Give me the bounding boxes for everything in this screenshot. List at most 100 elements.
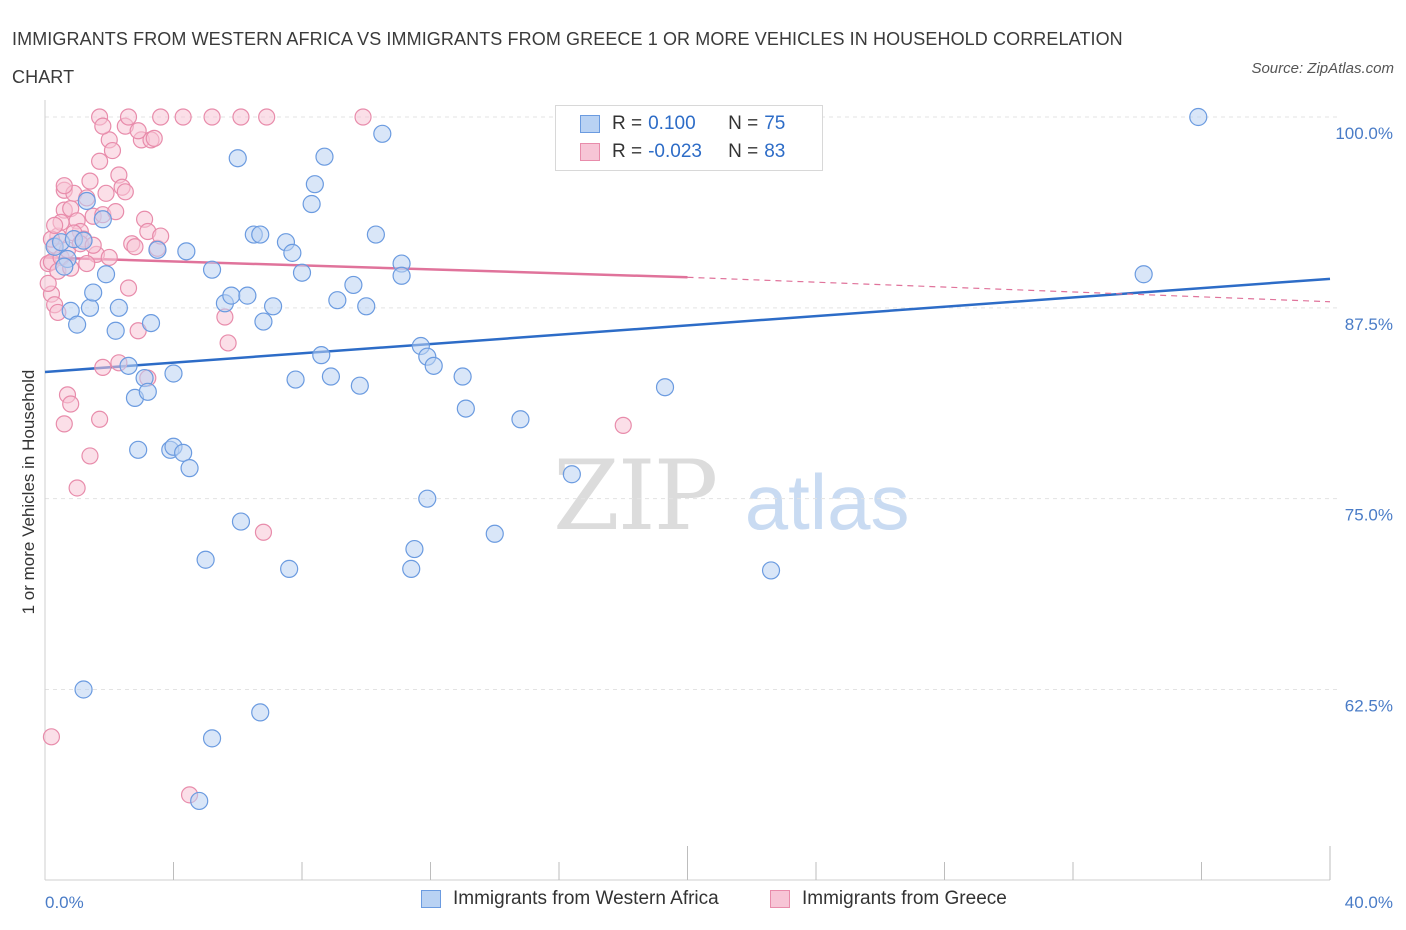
data-point-greece — [254, 523, 273, 541]
data-point-greece — [354, 108, 372, 126]
data-point-western-africa — [228, 149, 247, 168]
series-legend-western-africa[interactable]: Immigrants from Western Africa — [421, 888, 719, 910]
legend-n-value: 75 — [764, 113, 786, 134]
data-point-greece — [94, 358, 112, 376]
x-tick-label-max: 40.0% — [1345, 893, 1393, 912]
data-point-western-africa — [84, 283, 103, 302]
data-point-western-africa — [174, 443, 193, 462]
y-tick-label: 87.5% — [1345, 315, 1393, 334]
data-point-greece — [258, 108, 276, 126]
data-point-western-africa — [180, 459, 199, 478]
data-point-western-africa — [74, 231, 93, 250]
data-point-western-africa — [202, 729, 222, 748]
trend-lines — [44, 256, 1331, 374]
data-point-western-africa — [761, 561, 781, 580]
series-label-greece: Immigrants from Greece — [802, 888, 1007, 909]
data-point-greece — [55, 177, 73, 195]
data-point-western-africa — [280, 559, 299, 578]
legend-r-label: R = — [612, 141, 643, 162]
data-point-greece — [94, 117, 112, 135]
series-swatch-blue — [421, 890, 441, 908]
data-point-western-africa — [177, 242, 196, 261]
data-point-western-africa — [251, 703, 270, 722]
y-tick-label: 75.0% — [1345, 506, 1393, 525]
data-point-western-africa — [231, 512, 251, 531]
data-point-western-africa — [315, 147, 334, 166]
data-point-western-africa — [366, 225, 385, 244]
axes — [44, 100, 1331, 881]
data-point-western-africa — [74, 680, 93, 699]
data-point-western-africa — [238, 286, 257, 305]
data-point-western-africa — [456, 399, 475, 418]
data-point-western-africa — [312, 346, 331, 365]
data-point-western-africa — [424, 356, 443, 375]
trend-line-greece — [44, 256, 688, 279]
x-tick-label-min: 0.0% — [45, 893, 84, 912]
data-point-western-africa — [283, 243, 302, 262]
data-point-western-africa — [254, 312, 273, 331]
data-point-greece — [126, 238, 144, 256]
data-point-western-africa — [655, 378, 675, 397]
y-tick-label: 62.5% — [1345, 697, 1393, 716]
data-point-western-africa — [196, 550, 215, 569]
series-legend-greece[interactable]: Immigrants from Greece — [770, 888, 1007, 910]
data-point-greece — [129, 122, 147, 140]
data-point-western-africa — [80, 298, 100, 317]
data-point-western-africa — [106, 321, 125, 340]
data-point-greece — [219, 334, 237, 352]
data-point-western-africa — [562, 465, 581, 484]
data-point-western-africa — [93, 210, 112, 229]
data-point-western-africa — [222, 286, 241, 305]
data-point-greece — [46, 216, 64, 234]
series-legend: Immigrants from Western Africa Immigrant… — [0, 888, 1406, 916]
data-point-western-africa — [305, 175, 324, 194]
data-point-western-africa — [286, 370, 305, 389]
data-point-western-africa — [402, 559, 421, 578]
data-point-western-africa — [373, 124, 392, 143]
data-point-western-africa — [68, 315, 87, 334]
data-point-greece — [119, 279, 138, 297]
data-point-western-africa — [485, 524, 504, 543]
data-point-western-africa — [138, 382, 157, 401]
data-point-western-africa — [164, 364, 183, 383]
data-point-greece — [174, 108, 192, 126]
data-point-greece — [55, 415, 73, 433]
trend-line-greece-extrapolated — [687, 276, 1331, 303]
data-point-western-africa — [344, 275, 363, 295]
data-point-western-africa — [141, 314, 161, 333]
data-point-western-africa — [453, 367, 472, 386]
watermark: ZIP atlas — [553, 440, 910, 552]
data-point-greece — [152, 108, 170, 126]
data-point-greece — [232, 108, 250, 126]
data-point-western-africa — [148, 240, 167, 259]
data-point-greece — [42, 728, 61, 746]
data-point-greece — [116, 183, 134, 201]
series-swatch-pink — [770, 890, 790, 908]
y-axis-label: 1 or more Vehicles in Household — [19, 370, 38, 615]
data-point-western-africa — [119, 356, 138, 375]
data-point-western-africa — [1189, 107, 1208, 127]
legend-row-western-africa: R = 0.100 N = 75 — [580, 111, 785, 137]
data-point-greece — [81, 172, 99, 190]
data-point-western-africa — [405, 539, 424, 559]
data-point-greece — [68, 479, 86, 497]
data-point-greece — [91, 410, 109, 428]
legend-n-value: 83 — [764, 141, 786, 162]
tick-labels: 100.0% 87.5% 75.0% 62.5% 0.0% 40.0% — [45, 124, 1393, 912]
data-point-greece — [203, 108, 221, 126]
legend-r-value: -0.023 — [648, 141, 702, 162]
legend-row-greece: R = -0.023 N = 83 — [580, 139, 785, 165]
data-point-western-africa — [302, 194, 321, 214]
points-western-africa — [45, 107, 1208, 811]
grid-lines — [45, 116, 1340, 690]
y-tick-label: 100.0% — [1335, 124, 1393, 143]
data-point-greece — [100, 248, 118, 267]
data-point-western-africa — [251, 225, 270, 244]
watermark-zip: ZIP — [553, 440, 718, 552]
correlation-legend: R = 0.100 N = 75 R = -0.023 N = 83 — [555, 105, 823, 171]
data-point-greece — [97, 184, 115, 202]
data-point-western-africa — [511, 410, 530, 429]
data-point-western-africa — [350, 376, 369, 395]
legend-n-label: N = — [728, 113, 759, 134]
legend-n-label: N = — [728, 141, 759, 162]
